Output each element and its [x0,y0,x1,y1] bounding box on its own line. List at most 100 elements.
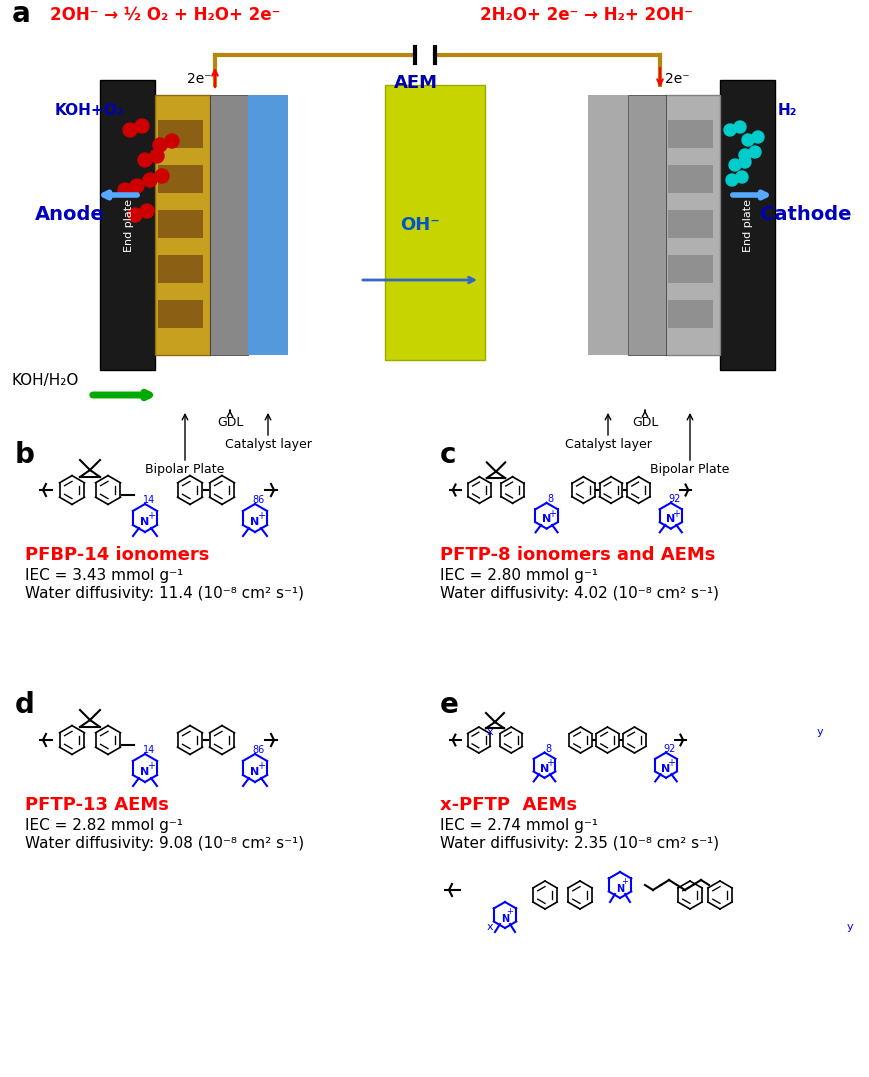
FancyBboxPatch shape [587,95,627,355]
Text: 92: 92 [667,494,680,504]
Text: N: N [250,767,259,777]
Circle shape [741,134,753,146]
FancyBboxPatch shape [720,80,774,370]
Text: 2OH⁻ → ½ O₂ + H₂O+ 2e⁻: 2OH⁻ → ½ O₂ + H₂O+ 2e⁻ [50,6,280,24]
Text: +: + [545,758,554,768]
Text: +: + [672,509,680,519]
Circle shape [738,149,750,160]
Text: Water diffusivity: 11.4 (10⁻⁸ cm² s⁻¹): Water diffusivity: 11.4 (10⁻⁸ cm² s⁻¹) [25,586,303,601]
Text: y: y [846,922,852,932]
Circle shape [143,173,156,187]
Text: N: N [541,515,551,524]
Text: +: + [256,510,265,521]
Text: IEC = 2.80 mmol g⁻¹: IEC = 2.80 mmol g⁻¹ [440,568,597,583]
Text: 8: 8 [547,494,553,504]
Circle shape [735,171,747,183]
Text: Bipolar Plate: Bipolar Plate [649,463,729,476]
Text: d: d [15,691,35,719]
Text: N: N [540,764,548,773]
Text: AEM: AEM [394,74,437,92]
Circle shape [149,149,164,163]
Text: 86: 86 [253,745,265,755]
Text: x-PFTP  AEMs: x-PFTP AEMs [440,796,576,814]
FancyBboxPatch shape [158,120,202,148]
FancyBboxPatch shape [667,165,713,193]
Circle shape [733,121,745,132]
Text: N: N [666,515,674,524]
Text: 2H₂O+ 2e⁻ → H₂+ 2OH⁻: 2H₂O+ 2e⁻ → H₂+ 2OH⁻ [480,6,693,24]
Text: Catalyst layer: Catalyst layer [564,438,651,451]
Text: +: + [147,510,155,521]
Text: +: + [547,509,555,519]
Text: 14: 14 [143,495,155,505]
Text: OH⁻: OH⁻ [400,216,440,234]
Circle shape [165,134,179,148]
Text: x: x [486,727,493,737]
Circle shape [728,159,740,171]
Text: End plate: End plate [742,199,753,252]
Text: b: b [15,440,35,468]
Text: +: + [147,761,155,771]
Text: Anode: Anode [35,205,104,224]
Text: 14: 14 [143,745,155,755]
Text: N: N [140,517,149,527]
Text: N: N [615,884,623,894]
FancyBboxPatch shape [158,255,202,283]
Text: +: + [506,908,513,917]
Text: Water diffusivity: 2.35 (10⁻⁸ cm² s⁻¹): Water diffusivity: 2.35 (10⁻⁸ cm² s⁻¹) [440,836,719,851]
Circle shape [140,204,154,218]
FancyBboxPatch shape [667,255,713,283]
Text: e: e [440,691,458,719]
Text: Water diffusivity: 4.02 (10⁻⁸ cm² s⁻¹): Water diffusivity: 4.02 (10⁻⁸ cm² s⁻¹) [440,586,718,601]
Text: 86: 86 [253,495,265,505]
Text: N: N [501,914,508,924]
Circle shape [153,138,167,152]
Text: KOH+O₂: KOH+O₂ [55,103,124,118]
Text: GDL: GDL [631,416,658,429]
Circle shape [123,123,136,137]
FancyBboxPatch shape [627,95,666,355]
Text: PFTP-8 ionomers and AEMs: PFTP-8 ionomers and AEMs [440,546,714,564]
Circle shape [118,183,132,197]
Circle shape [155,169,169,183]
Circle shape [135,118,149,132]
Text: N: N [250,517,259,527]
Text: x: x [486,922,493,932]
FancyBboxPatch shape [248,95,288,355]
Text: PFBP-14 ionomers: PFBP-14 ionomers [25,546,209,564]
FancyBboxPatch shape [158,210,202,238]
Text: GDL: GDL [216,416,243,429]
Circle shape [128,208,142,222]
Text: IEC = 2.82 mmol g⁻¹: IEC = 2.82 mmol g⁻¹ [25,819,182,833]
Text: IEC = 3.43 mmol g⁻¹: IEC = 3.43 mmol g⁻¹ [25,568,183,583]
FancyBboxPatch shape [664,95,720,355]
Text: N: N [140,767,149,777]
Text: 2e⁻: 2e⁻ [187,72,211,86]
Text: +: + [256,761,265,771]
FancyBboxPatch shape [158,300,202,328]
Text: Water diffusivity: 9.08 (10⁻⁸ cm² s⁻¹): Water diffusivity: 9.08 (10⁻⁸ cm² s⁻¹) [25,836,304,851]
Text: +: + [667,758,674,768]
Text: End plate: End plate [124,199,134,252]
Circle shape [723,124,735,136]
Text: 2e⁻: 2e⁻ [664,72,689,86]
Circle shape [751,131,763,143]
Text: a: a [12,0,30,28]
FancyBboxPatch shape [667,120,713,148]
Text: H₂: H₂ [777,103,797,118]
Text: KOH/H₂O: KOH/H₂O [12,373,79,388]
Text: 8: 8 [544,744,551,754]
FancyBboxPatch shape [100,80,155,370]
Circle shape [138,153,152,167]
Text: +: + [620,878,627,886]
Text: 92: 92 [663,744,675,754]
Text: y: y [816,727,822,737]
Text: Catalyst layer: Catalyst layer [224,438,311,451]
Circle shape [725,174,737,186]
Text: Bipolar Plate: Bipolar Plate [145,463,224,476]
FancyBboxPatch shape [667,210,713,238]
Circle shape [129,179,144,193]
FancyBboxPatch shape [667,300,713,328]
FancyBboxPatch shape [385,85,484,360]
FancyBboxPatch shape [158,165,202,193]
